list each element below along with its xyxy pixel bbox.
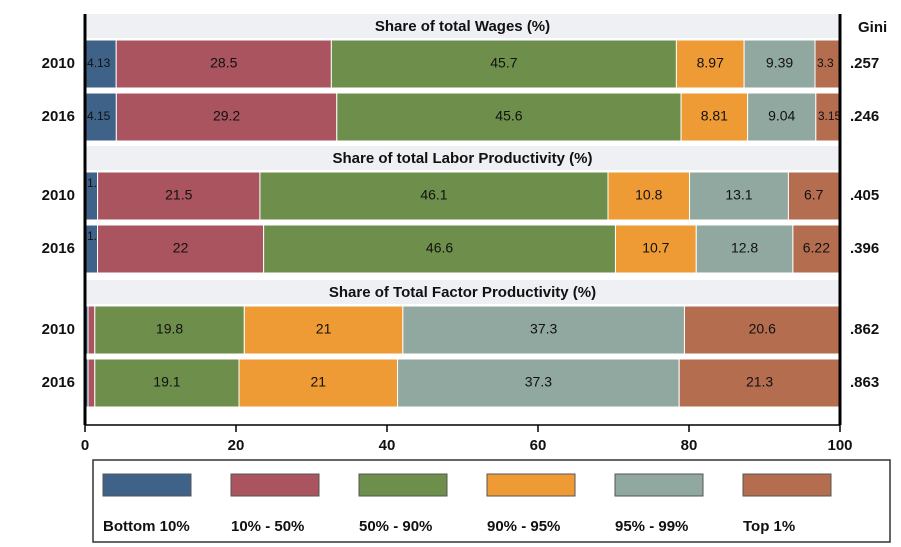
bar-segment (402, 305, 685, 355)
bar-segment (238, 358, 399, 408)
legend-label: Bottom 10% (103, 518, 190, 535)
bar-segment (87, 358, 96, 408)
data-label: 37.3 (525, 374, 552, 390)
legend-label: 95% - 99% (615, 518, 688, 535)
data-label: 20.6 (749, 321, 776, 337)
legend-swatch (230, 473, 320, 497)
gini-value: .862 (850, 321, 879, 338)
data-label: 46.6 (426, 240, 453, 256)
data-label: 8.81 (701, 108, 728, 124)
data-label: 3.15 (818, 109, 842, 123)
panel-title-band (85, 146, 840, 170)
gini-value: .246 (850, 108, 879, 125)
y-tick-label: 2016 (42, 240, 75, 257)
data-label: 6.22 (803, 240, 830, 256)
panel-title-band (85, 280, 840, 304)
data-label: 46.1 (420, 187, 447, 203)
data-label: 12.8 (731, 240, 758, 256)
legend-label: 90% - 95% (487, 518, 560, 535)
legend-label: 10% - 50% (231, 518, 304, 535)
bar-segment (695, 224, 794, 274)
bar-segment (87, 305, 96, 355)
bar-segment (97, 224, 265, 274)
data-label: 13.1 (725, 187, 752, 203)
panel-title: Share of total Labor Productivity (%) (332, 150, 592, 167)
bar-segment (743, 39, 816, 89)
x-tick-label: 20 (228, 437, 245, 454)
data-label: 21.5 (165, 187, 192, 203)
data-label: 21.3 (746, 374, 773, 390)
x-tick-label: 80 (681, 437, 698, 454)
bar-segment (792, 224, 841, 274)
data-label: 19.1 (153, 374, 180, 390)
bar-segment (678, 358, 841, 408)
gini-value: .863 (850, 374, 879, 391)
bar-segment (747, 92, 817, 142)
x-tick-label: 100 (827, 437, 852, 454)
legend-swatch (102, 473, 192, 497)
bar-segment (814, 39, 841, 89)
gini-value: .257 (850, 55, 879, 72)
y-tick-label: 2010 (42, 321, 75, 338)
data-label: 8.97 (697, 55, 724, 71)
data-label: 4.15 (87, 109, 111, 123)
y-tick-label: 2010 (42, 55, 75, 72)
bar-segment (607, 171, 691, 221)
legend-swatch (486, 473, 576, 497)
gini-value: .405 (850, 187, 879, 204)
data-label: 10.7 (642, 240, 669, 256)
data-label: 45.6 (495, 108, 522, 124)
bar-segment (680, 92, 749, 142)
legend-swatch (358, 473, 448, 497)
y-tick-label: 2016 (42, 108, 75, 125)
bar-segment (263, 224, 616, 274)
data-label: 3.3 (817, 56, 834, 70)
x-tick-label: 0 (81, 437, 89, 454)
data-label: 22 (173, 240, 189, 256)
bar-segment (336, 92, 682, 142)
data-label: 21 (311, 374, 327, 390)
y-tick-label: 2010 (42, 187, 75, 204)
bar-segment (94, 305, 245, 355)
bar-segment (259, 171, 609, 221)
bar-segment (94, 358, 240, 408)
data-label: 19.8 (156, 321, 183, 337)
bar-segment (614, 224, 697, 274)
data-label: 45.7 (490, 55, 517, 71)
legend-label: 50% - 90% (359, 518, 432, 535)
y-tick-label: 2016 (42, 374, 75, 391)
data-label: 9.04 (768, 108, 795, 124)
bar-segment (689, 171, 789, 221)
bar-segment (115, 92, 338, 142)
bar-segment (787, 171, 840, 221)
x-tick-label: 60 (530, 437, 547, 454)
bar-segment (397, 358, 680, 408)
data-label: 10.8 (635, 187, 662, 203)
bar-segment (675, 39, 745, 89)
data-label: 29.2 (213, 108, 240, 124)
data-label: 28.5 (210, 55, 237, 71)
panel-title: Share of Total Factor Productivity (%) (329, 284, 596, 301)
data-label: 4.13 (87, 56, 111, 70)
gini-value: .396 (850, 240, 879, 257)
bar-segment (84, 92, 117, 142)
data-label: 6.7 (804, 187, 824, 203)
bar-segment (97, 171, 261, 221)
bar-segment (330, 39, 677, 89)
data-label: 37.3 (530, 321, 557, 337)
data-label: 21 (316, 321, 332, 337)
panel-title: Share of total Wages (%) (375, 18, 550, 35)
gini-title: Gini (858, 19, 887, 36)
legend-label: Top 1% (743, 518, 795, 535)
x-tick-label: 40 (379, 437, 396, 454)
legend-swatch (614, 473, 704, 497)
panel-title-band (85, 14, 840, 38)
data-label: 9.39 (766, 55, 793, 71)
legend-swatch (742, 473, 832, 497)
